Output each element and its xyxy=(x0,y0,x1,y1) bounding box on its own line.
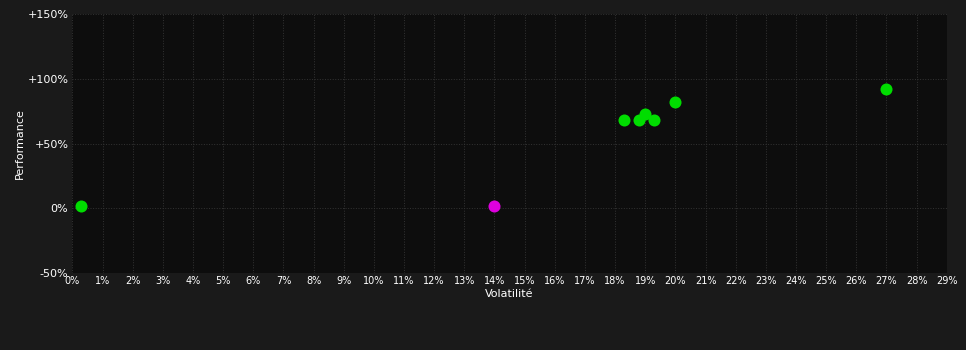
Point xyxy=(879,86,895,92)
Point xyxy=(668,99,683,105)
Point xyxy=(638,111,653,117)
Point xyxy=(646,117,662,123)
Point xyxy=(616,117,632,123)
Y-axis label: Performance: Performance xyxy=(14,108,24,179)
Point xyxy=(632,117,647,123)
X-axis label: Volatilité: Volatilité xyxy=(485,288,534,299)
Point xyxy=(487,203,502,209)
Point xyxy=(73,203,89,209)
